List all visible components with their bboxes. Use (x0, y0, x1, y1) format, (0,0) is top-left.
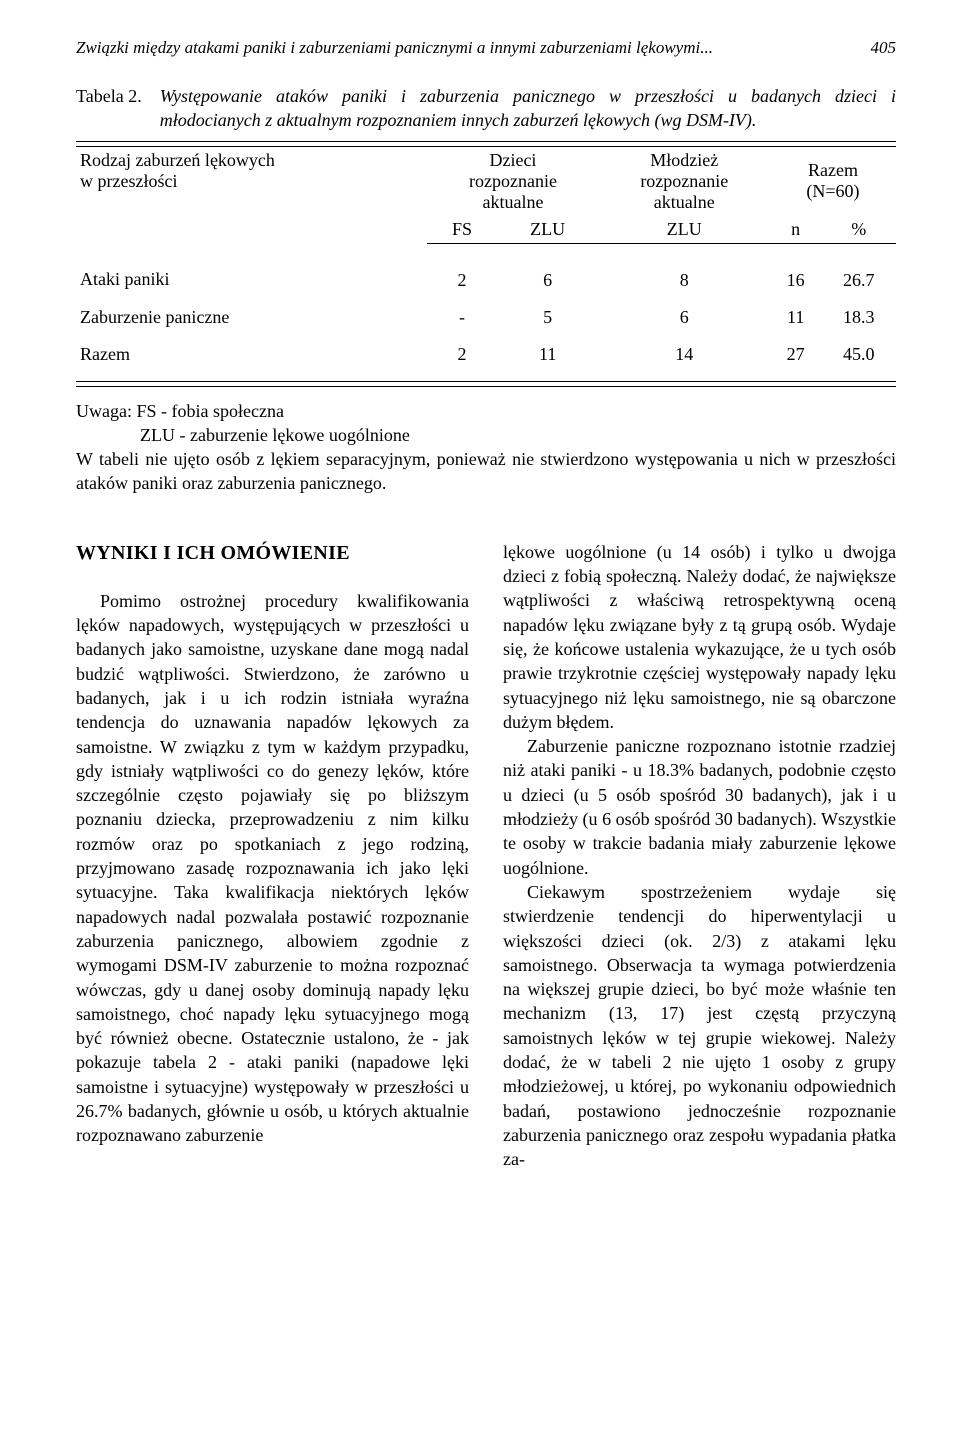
column-left: WYNIKI I ICH OMÓWIENIE Pomimo ostrożnej … (76, 540, 469, 1172)
table-label: Tabela 2. (76, 84, 142, 133)
table-caption: Tabela 2. Występowanie ataków paniki i z… (76, 84, 896, 133)
page: Związki między atakami paniki i zaburzen… (0, 0, 960, 1438)
cell: 6 (497, 243, 599, 299)
table-row: Ataki paniki 2 6 8 16 26.7 (76, 243, 896, 299)
cell: 5 (497, 299, 599, 336)
table-bottom-rule (76, 381, 896, 387)
table-caption-text: Występowanie ataków paniki i zaburzenia … (160, 84, 896, 133)
subhead-n: n (770, 216, 821, 244)
note-line2: ZLU - zaburzenie lękowe uogólnione (76, 423, 896, 447)
subhead-fs: FS (427, 216, 496, 244)
cell: 8 (599, 243, 770, 299)
running-header: Związki między atakami paniki i zaburzen… (76, 38, 896, 58)
row-label: Ataki paniki (76, 243, 427, 299)
subhead-zlu2: ZLU (599, 216, 770, 244)
table-row: Razem 2 11 14 27 45.0 (76, 336, 896, 373)
col-header-total: Razem(N=60) (770, 147, 896, 216)
body-paragraph: lękowe uogólnione (u 14 osób) i tylko u … (503, 540, 896, 734)
cell: - (427, 299, 496, 336)
body-paragraph: Zaburzenie paniczne rozpoznano istotnie … (503, 734, 896, 880)
page-number: 405 (871, 38, 897, 58)
row-label: Razem (76, 336, 427, 373)
cell: 18.3 (821, 299, 896, 336)
cell: 16 (770, 243, 821, 299)
col-header-children: Dziecirozpoznanieaktualne (427, 147, 598, 216)
cell: 11 (497, 336, 599, 373)
cell: 6 (599, 299, 770, 336)
table-note: Uwaga: FS - fobia społeczna ZLU - zaburz… (76, 399, 896, 496)
body-paragraph: Ciekawym spostrzeżeniem wydaje się stwie… (503, 880, 896, 1172)
note-body: W tabeli nie ujęto osób z lękiem separac… (76, 449, 896, 493)
subhead-pct: % (821, 216, 896, 244)
note-line1: Uwaga: FS - fobia społeczna (76, 401, 284, 421)
cell: 2 (427, 336, 496, 373)
column-right: lękowe uogólnione (u 14 osób) i tylko u … (503, 540, 896, 1172)
cell: 26.7 (821, 243, 896, 299)
col-header-rowlabel: Rodzaj zaburzeń lękowychw przeszłości (76, 147, 427, 244)
row-label: Zaburzenie paniczne (76, 299, 427, 336)
subhead-zlu1: ZLU (497, 216, 599, 244)
cell: 45.0 (821, 336, 896, 373)
body-paragraph: Pomimo ostrożnej procedury kwalifikowani… (76, 589, 469, 1148)
cell: 14 (599, 336, 770, 373)
data-table: Rodzaj zaburzeń lękowychw przeszłości Dz… (76, 147, 896, 373)
cell: 11 (770, 299, 821, 336)
cell: 2 (427, 243, 496, 299)
table-row: Zaburzenie paniczne - 5 6 11 18.3 (76, 299, 896, 336)
two-column-body: WYNIKI I ICH OMÓWIENIE Pomimo ostrożnej … (76, 540, 896, 1172)
cell: 27 (770, 336, 821, 373)
col-header-youth: Młodzieżrozpoznanieaktualne (599, 147, 770, 216)
section-heading: WYNIKI I ICH OMÓWIENIE (76, 540, 469, 567)
running-title: Związki między atakami paniki i zaburzen… (76, 38, 713, 58)
